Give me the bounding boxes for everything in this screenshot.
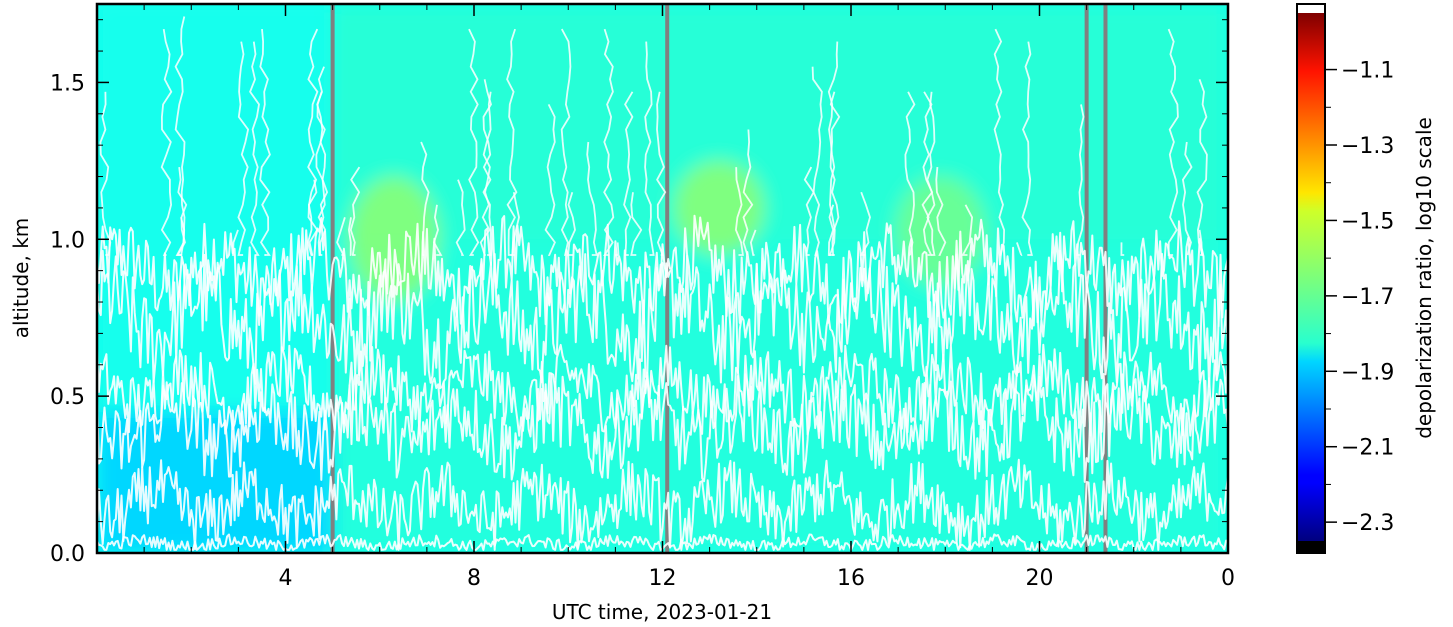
heatmap-region bbox=[97, 4, 333, 412]
colorbar-title: depolarization ratio, log10 scale bbox=[1412, 117, 1436, 439]
y-axis-title: altitude, km bbox=[9, 218, 33, 339]
colorbar-ticks: −1.1 −1.3 −1.5 −1.7 −1.9 −2.1 −2.3 bbox=[1325, 59, 1394, 537]
heatmap-region bbox=[333, 4, 1228, 239]
x-tick-label: 12 bbox=[649, 566, 677, 591]
colorbar-tick-label: −1.3 bbox=[1341, 134, 1394, 159]
x-tick-label: 0 bbox=[1221, 566, 1235, 591]
y-tick-label: 1.0 bbox=[50, 228, 85, 253]
colorbar-gradient bbox=[1297, 13, 1325, 541]
colorbar-under-color bbox=[1297, 541, 1325, 553]
heatmap-field bbox=[97, 4, 1228, 553]
colorbar-tick-label: −1.1 bbox=[1341, 59, 1394, 84]
colorbar-tick-label: −2.1 bbox=[1341, 436, 1394, 461]
colorbar-tick-label: −2.3 bbox=[1341, 511, 1394, 536]
colorbar: −1.1 −1.3 −1.5 −1.7 −1.9 −2.1 −2.3 depolarizat… bbox=[1297, 4, 1436, 553]
colorbar-over-color bbox=[1297, 4, 1325, 13]
y-tick-label: 0.0 bbox=[50, 542, 85, 567]
x-axis-title: UTC time, 2023-01-21 bbox=[552, 600, 772, 624]
x-tick-label: 20 bbox=[1026, 566, 1054, 591]
y-tick-label: 0.5 bbox=[50, 385, 85, 410]
y-tick-label: 1.5 bbox=[50, 71, 85, 96]
x-tick-label: 16 bbox=[837, 566, 865, 591]
colorbar-tick-label: −1.9 bbox=[1341, 360, 1394, 385]
colorbar-tick-label: −1.7 bbox=[1341, 285, 1394, 310]
colorbar-tick-label: −1.5 bbox=[1341, 209, 1394, 234]
x-tick-label: 8 bbox=[467, 566, 481, 591]
x-tick-label: 4 bbox=[279, 566, 293, 591]
